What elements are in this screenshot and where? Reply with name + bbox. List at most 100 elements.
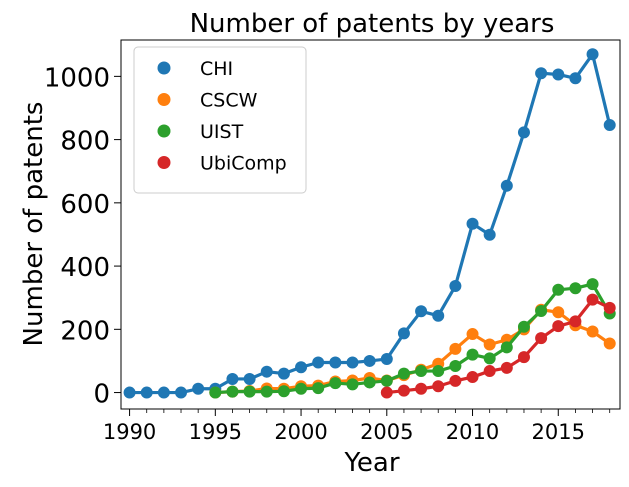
data-point xyxy=(312,356,325,369)
series-chi xyxy=(123,48,616,399)
data-point xyxy=(397,327,410,340)
data-point xyxy=(449,342,462,355)
data-point xyxy=(603,337,616,350)
data-point xyxy=(380,386,393,399)
y-tick-label: 600 xyxy=(60,190,110,220)
legend-label: UIST xyxy=(200,121,244,143)
data-point xyxy=(517,126,530,139)
data-point xyxy=(535,67,548,80)
data-point xyxy=(260,385,273,398)
data-point xyxy=(243,372,256,385)
data-point xyxy=(192,382,205,395)
data-point xyxy=(380,353,393,366)
data-point xyxy=(586,325,599,338)
data-point xyxy=(312,382,325,395)
data-point xyxy=(260,365,273,378)
data-point xyxy=(346,356,359,369)
y-axis-label: Number of patents xyxy=(19,102,49,347)
data-point xyxy=(295,382,308,395)
data-point xyxy=(483,228,496,241)
data-point xyxy=(277,385,290,398)
data-point xyxy=(500,179,513,192)
axes: 1990 1995 2000 2005 2010 2015 0 200 400 600 800 100… xyxy=(44,63,611,444)
data-point xyxy=(432,365,445,378)
data-point xyxy=(586,48,599,61)
x-tick-label: 1995 xyxy=(189,420,242,444)
legend: CHI CSCW UIST UbiComp xyxy=(133,46,307,194)
data-point xyxy=(415,305,428,318)
data-point xyxy=(483,338,496,351)
data-point xyxy=(552,68,565,81)
data-point xyxy=(209,386,222,399)
data-point xyxy=(466,217,479,230)
series-cscw xyxy=(209,303,616,399)
data-point xyxy=(466,328,479,341)
y-tick-label: 0 xyxy=(93,380,110,410)
legend-label: CSCW xyxy=(200,90,258,112)
data-point xyxy=(449,280,462,292)
data-point xyxy=(243,385,256,398)
legend-marker xyxy=(157,93,171,106)
data-point xyxy=(329,377,342,390)
data-point xyxy=(517,351,530,364)
data-point xyxy=(466,348,479,361)
data-point xyxy=(603,301,616,314)
data-point xyxy=(157,386,170,399)
data-point xyxy=(500,341,513,354)
data-point xyxy=(569,282,582,295)
legend-marker xyxy=(157,61,171,75)
data-point xyxy=(552,283,565,296)
data-point xyxy=(449,360,462,372)
series-line-uist xyxy=(213,282,612,395)
data-point xyxy=(329,356,342,369)
data-point xyxy=(363,376,376,389)
plot-area xyxy=(123,48,616,399)
data-point xyxy=(466,371,479,384)
data-point xyxy=(346,378,359,391)
x-tick-label: 1990 xyxy=(103,420,156,444)
data-point xyxy=(397,367,410,380)
data-point xyxy=(415,382,428,395)
data-point xyxy=(449,374,462,387)
data-point xyxy=(603,119,616,132)
data-point xyxy=(295,361,308,374)
data-point xyxy=(552,306,565,319)
data-point xyxy=(569,72,582,85)
data-point xyxy=(415,365,428,378)
y-tick-label: 200 xyxy=(60,316,110,346)
series-uist xyxy=(209,278,616,399)
y-tick-label: 1000 xyxy=(44,63,110,93)
data-point xyxy=(500,361,513,374)
data-point xyxy=(483,365,496,378)
data-point xyxy=(432,309,445,322)
legend-label: CHI xyxy=(200,58,233,80)
data-point xyxy=(517,320,530,333)
legend-marker xyxy=(157,156,171,169)
y-tick-label: 800 xyxy=(60,127,110,157)
y-tick-label: 400 xyxy=(60,253,110,283)
plot-frame xyxy=(120,39,621,410)
data-point xyxy=(226,385,239,398)
x-tick-label: 2000 xyxy=(274,420,327,444)
chart-title: Number of patents by years xyxy=(190,9,555,39)
legend-label: UbiComp xyxy=(200,153,287,175)
data-point xyxy=(175,386,188,399)
data-point xyxy=(380,374,393,387)
data-point xyxy=(535,304,548,317)
x-tick-label: 2010 xyxy=(446,420,499,444)
x-tick-label: 2005 xyxy=(360,420,413,444)
data-point xyxy=(140,386,153,399)
data-point xyxy=(277,367,290,380)
data-point xyxy=(123,386,136,399)
data-point xyxy=(226,372,239,385)
data-point xyxy=(552,320,565,333)
x-axis-label: Year xyxy=(343,448,399,478)
legend-marker xyxy=(157,124,171,138)
data-point xyxy=(363,354,376,367)
data-point xyxy=(586,278,599,291)
x-tick-label: 2015 xyxy=(532,420,585,444)
legend-box xyxy=(133,46,307,194)
data-point xyxy=(569,315,582,328)
data-point xyxy=(586,293,599,306)
